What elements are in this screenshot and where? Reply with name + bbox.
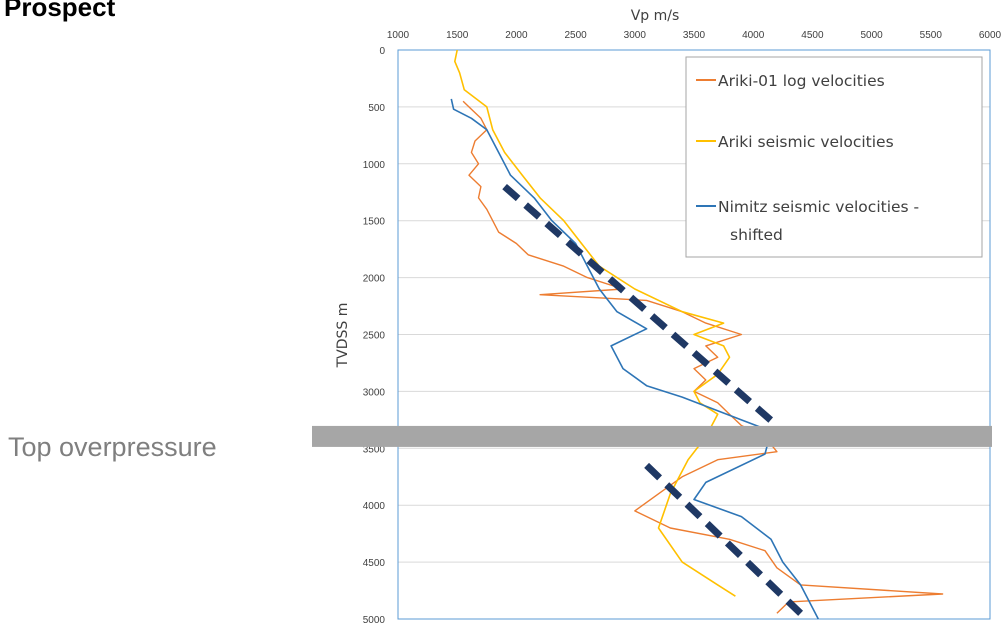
y-tick-label: 3000 [363,387,386,398]
top-overpressure-label: Top overpressure [8,432,217,462]
x-tick-label: 3000 [624,30,647,41]
y-tick-label: 2000 [363,274,386,285]
y-tick-label: 500 [368,103,385,114]
ariki-seismic-line [453,49,736,597]
page-title: Prospect [4,0,116,22]
y-tick-labels: 0 500 1000 1500 2000 2500 3000 3500 4000 4500 5000 [363,46,386,624]
y-tick-label: 1000 [363,160,386,171]
trend-upper-dashed-line [502,183,780,429]
x-tick-label: 4500 [801,30,824,41]
overpressure-band [312,425,992,447]
trend-lower-dashed-line [644,462,804,616]
series-layer [450,49,944,620]
x-tick-label: 2500 [564,30,587,41]
legend-label: Nimitz seismic velocities - [718,198,919,216]
y-tick-label: 3500 [363,444,386,455]
plot-frame [397,49,991,620]
y-tick-label: 4000 [363,501,386,512]
x-axis-title: Vp m/s [631,8,680,24]
legend-box [685,56,983,258]
log-velocity-line [462,100,944,614]
overpressure-band-layer [312,425,992,447]
y-tick-label: 5000 [363,615,386,624]
x-tick-label: 4000 [742,30,765,41]
x-tick-label: 3500 [683,30,706,41]
legend-label: Ariki seismic velocities [718,133,894,151]
x-tick-label: 2000 [505,30,528,41]
x-tick-label: 1000 [387,30,410,41]
y-axis-title: TVDSS m [335,303,351,369]
legend: Ariki-01 log velocities Ariki seismic vel… [685,56,983,258]
legend-label: Ariki-01 log velocities [718,72,885,90]
x-tick-label: 5500 [920,30,943,41]
y-tick-label: 1500 [363,217,386,228]
nimitz-seismic-line [450,98,820,620]
x-tick-label: 5000 [860,30,883,41]
x-tick-labels: 1000 1500 2000 2500 3000 3500 4000 4500 5000 5500… [387,30,1002,41]
legend-label-cont: shifted [730,226,783,244]
y-tick-label: 4500 [363,558,386,569]
y-tick-label: 2500 [363,331,386,342]
x-tick-label: 1500 [446,30,469,41]
y-tick-label: 0 [379,46,385,57]
x-tick-label: 6000 [979,30,1002,41]
